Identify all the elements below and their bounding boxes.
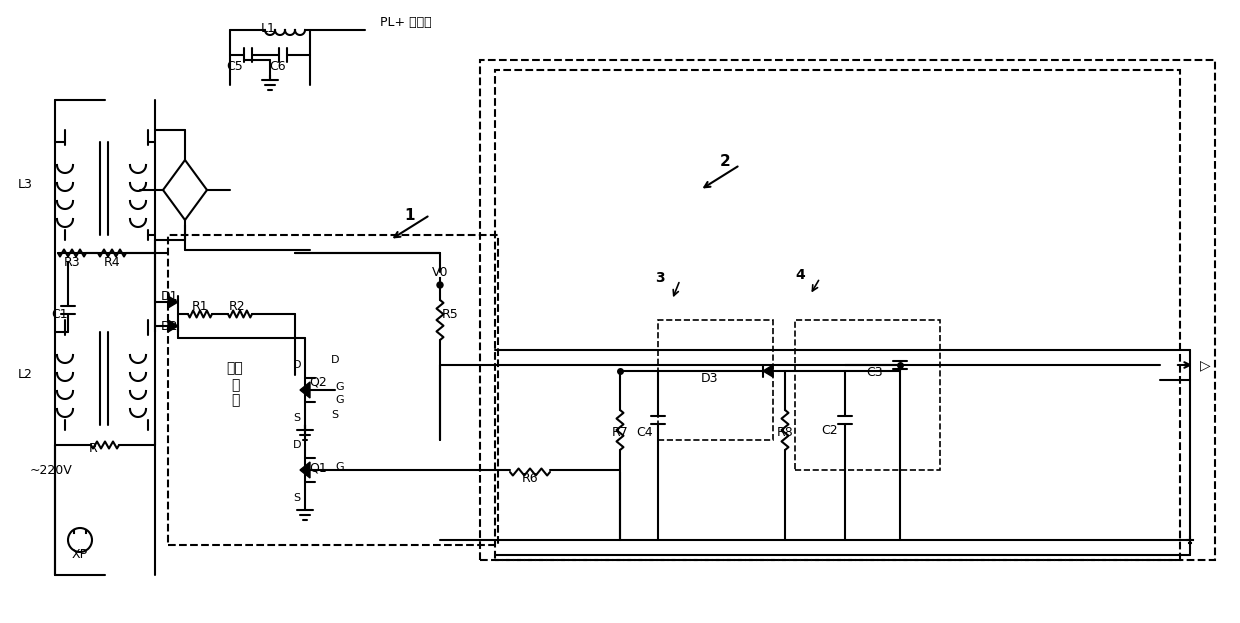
Text: C4: C4 xyxy=(636,426,653,439)
Text: L3: L3 xyxy=(19,179,33,191)
Text: 径: 径 xyxy=(231,393,239,407)
Text: D: D xyxy=(331,355,340,365)
Text: R7: R7 xyxy=(611,426,629,439)
Polygon shape xyxy=(300,382,310,398)
Text: S: S xyxy=(331,410,339,420)
Text: R: R xyxy=(88,442,98,455)
Text: C3: C3 xyxy=(867,366,883,379)
Bar xyxy=(658,320,773,440)
Text: R8: R8 xyxy=(776,426,794,439)
Text: R6: R6 xyxy=(522,472,538,485)
Text: 放电: 放电 xyxy=(227,361,243,375)
Bar xyxy=(495,70,1180,560)
Polygon shape xyxy=(167,320,179,332)
Text: Q2: Q2 xyxy=(309,376,327,389)
Text: C1: C1 xyxy=(52,308,68,321)
Text: Q1: Q1 xyxy=(309,462,327,475)
Text: C6: C6 xyxy=(269,60,286,74)
Text: 1: 1 xyxy=(404,207,415,222)
Text: ~220V: ~220V xyxy=(30,464,73,477)
Text: ▷: ▷ xyxy=(1200,358,1210,372)
Bar xyxy=(795,320,940,470)
Bar xyxy=(167,235,498,545)
Text: G: G xyxy=(336,395,345,405)
Text: XP: XP xyxy=(72,548,88,561)
Text: PL+ 供电端: PL+ 供电端 xyxy=(379,16,432,29)
Text: S: S xyxy=(294,493,300,503)
Text: 路: 路 xyxy=(231,378,239,392)
Text: R2: R2 xyxy=(228,300,246,313)
Text: R5: R5 xyxy=(441,308,459,321)
Bar xyxy=(480,60,1215,560)
Text: D: D xyxy=(293,360,301,370)
Polygon shape xyxy=(167,296,179,308)
Text: 3: 3 xyxy=(655,271,665,285)
Text: G: G xyxy=(335,382,343,392)
Text: D3: D3 xyxy=(702,371,719,384)
Text: L2: L2 xyxy=(19,368,33,381)
Text: 4: 4 xyxy=(795,268,805,282)
Text: R1: R1 xyxy=(192,300,208,313)
Text: 2: 2 xyxy=(719,155,730,169)
Text: L1: L1 xyxy=(260,22,275,34)
Text: G: G xyxy=(335,462,343,472)
Circle shape xyxy=(436,282,443,288)
Text: D1: D1 xyxy=(161,290,179,303)
Text: D2: D2 xyxy=(161,320,179,333)
Text: C5: C5 xyxy=(227,60,243,74)
Text: C2: C2 xyxy=(822,424,838,437)
Text: D: D xyxy=(293,440,301,450)
Polygon shape xyxy=(300,462,310,478)
Text: R3: R3 xyxy=(63,257,81,270)
Text: R4: R4 xyxy=(104,257,120,270)
Polygon shape xyxy=(763,365,773,377)
Text: S: S xyxy=(294,413,300,423)
Text: V0: V0 xyxy=(432,265,448,278)
